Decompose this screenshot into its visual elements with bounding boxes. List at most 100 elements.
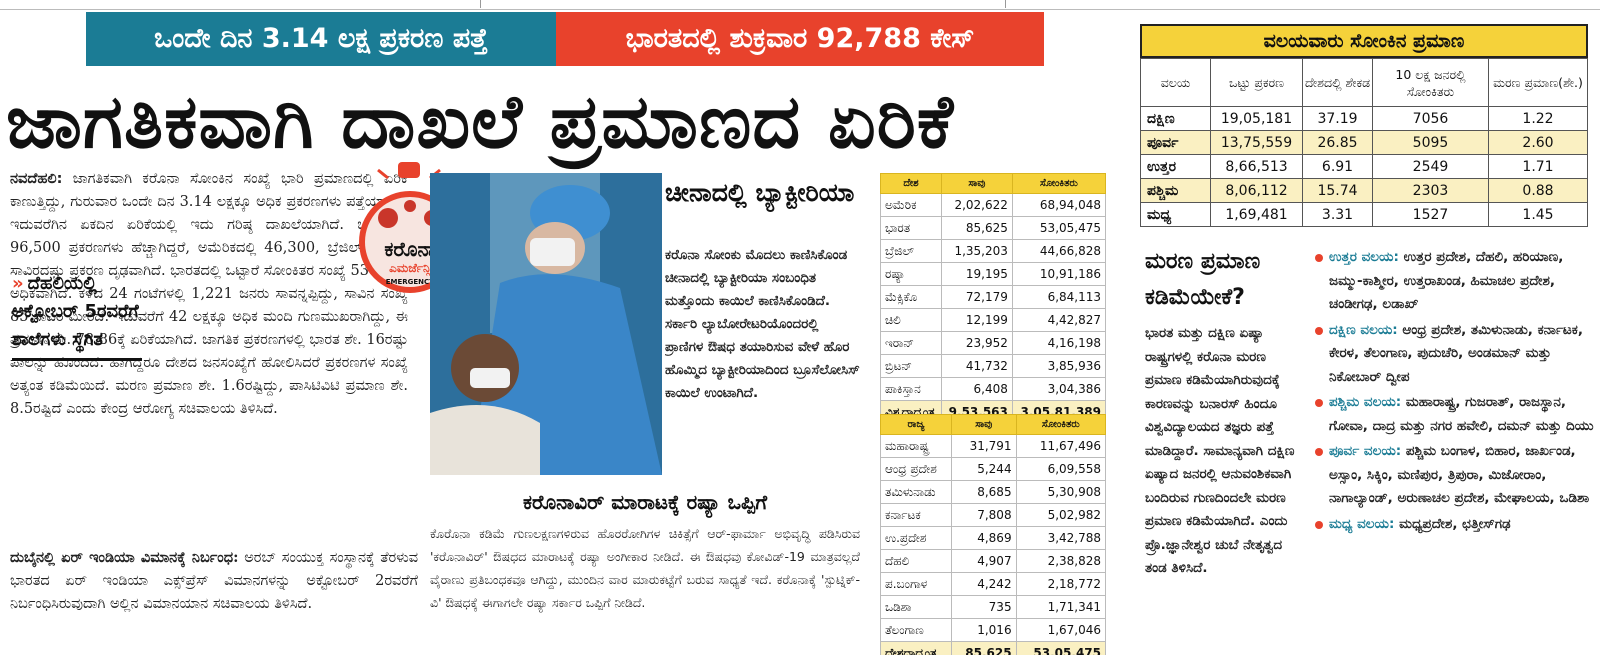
air-india-title: ದುಬೈನಲ್ಲಿ ಏರ್ ಇಂಡಿಯಾ ವಿಮಾನಕ್ಕೆ ನಿರ್ಬಂಧ: — [10, 549, 239, 566]
table-cell: ಬ್ರಿಟನ್ — [880, 354, 942, 378]
zone-text: ಆಂಧ್ರ ಪ್ರದೇಶ, ತಮಿಳುನಾಡು, ಕರ್ನಾಟಕ, ಕೇರಳ, … — [1329, 321, 1583, 385]
table-cell: 4,869 — [951, 526, 1017, 550]
news-photo-swab-test — [430, 173, 662, 475]
zone-item: ದಕ್ಷಿಣ ವಲಯ: ಆಂಧ್ರ ಪ್ರದೇಶ, ತಮಿಳುನಾಡು, ಕರ್… — [1315, 319, 1595, 390]
table-cell: 72,179 — [940, 285, 1013, 309]
table-cell: 53,05,475 — [1015, 641, 1107, 655]
table-cell: 37.19 — [1302, 106, 1373, 131]
table-cell: ಆಂಧ್ರ ಪ್ರದೇಶ — [879, 457, 953, 481]
table-cell: ಚಿಲಿ — [880, 308, 942, 332]
table-row: ಪೂರ್ವ 13,75,559 26.85 5095 2.60 — [1140, 130, 1588, 155]
table-row: ಪಶ್ಚಿಮ 8,06,112 15.74 2303 0.88 — [1140, 178, 1588, 203]
table-cell: 3,85,936 — [1011, 354, 1107, 378]
lead-story: ನವದೆಹಲಿ: ಜಾಗತಿಕವಾಗಿ ಕರೊನಾ ಸೋಂಕಿನ ಸಂಖ್ಯೆ … — [10, 168, 408, 638]
table-row: ಮಧ್ಯ 1,69,481 3.31 1527 1.45 — [1140, 202, 1588, 227]
table-cell: ದೇಶದಾದ್ಯಂತ — [879, 641, 953, 655]
table-row: ಉತ್ತರ 8,66,513 6.91 2549 1.71 — [1140, 154, 1588, 179]
table-cell: 1.45 — [1488, 202, 1588, 227]
table-header-cell: ಸೋಂಕಿತರು — [1015, 414, 1107, 435]
table-row: ತಮಿಳುನಾಡು 8,685 5,30,908 — [879, 480, 1107, 504]
table-row: ಮೆಕ್ಸಿಕೊ 72,179 6,84,113 — [880, 285, 1107, 309]
pullquote-text: ದೆಹಲಿಯಲ್ಲಿ ಅಕ್ಟೋಬರ್ 5ರವರೆಗೆ ಶಾಲೆಗಳು ಸ್ಥಗ… — [12, 273, 139, 350]
table-row: ಬ್ರೆಜಿಲ್ 1,35,203 44,66,828 — [880, 239, 1107, 263]
table-cell: 23,952 — [940, 331, 1013, 355]
table-cell: ಕರ್ನಾಟಕ — [879, 503, 953, 527]
table-cell: ಮಹಾರಾಷ್ಟ್ರ — [879, 434, 953, 458]
table-cell: 4,242 — [951, 572, 1017, 596]
table-cell: ಮೆಕ್ಸಿಕೊ — [880, 285, 942, 309]
table-cell: 1,016 — [951, 618, 1017, 642]
table-cell: 85,625 — [940, 216, 1013, 240]
table-row: ತೆಲಂಗಾಣ 1,016 1,67,046 — [879, 618, 1107, 642]
table-cell: 8,685 — [951, 480, 1017, 504]
table-cell: 2549 — [1372, 154, 1489, 179]
table-row: ಒಡಿಶಾ 735 1,71,341 — [879, 595, 1107, 619]
table-cell: 1,67,046 — [1015, 618, 1107, 642]
zone-item: ಉತ್ತರ ವಲಯ: ಉತ್ತರ ಪ್ರದೇಶ, ದೆಹಲಿ, ಹರಿಯಾಣ, … — [1315, 246, 1595, 317]
air-india-body: ಅರಬ್ ಸಂಯುಕ್ತ ಸಂಸ್ಥಾನಕ್ಕೆ ತೆರಳುವ ಭಾರತದ ಏರ… — [10, 550, 418, 612]
table-row: ಅಮೆರಿಕ 2,02,622 68,94,048 — [880, 193, 1107, 217]
table-cell: 53,05,475 — [1011, 216, 1107, 240]
state-table: ರಾಜ್ಯ ಸಾವು ಸೋಂಕಿತರು ಮಹಾರಾಷ್ಟ್ರ 31,791 11,6… — [879, 414, 1107, 655]
table-cell: ಮಧ್ಯ — [1140, 202, 1211, 227]
table-cell: 2,02,622 — [940, 193, 1013, 217]
table-cell: 2303 — [1372, 178, 1489, 203]
table-row: ಇರಾನ್ 23,952 4,16,198 — [880, 331, 1107, 355]
china-story-body: ಕರೊನಾ ಸೋಂಕು ಮೊದಲು ಕಾಣಿಸಿಕೊಂಡ ಚೀನಾದಲ್ಲಿ ಬ… — [665, 247, 860, 401]
table-row: ಉ.ಪ್ರದೇಶ 4,869 3,42,788 — [879, 526, 1107, 550]
zone-text: ಮಹಾರಾಷ್ಟ್ರ, ಗುಜರಾತ್, ರಾಜಸ್ಥಾನ, ಗೋವಾ, ದಾದ… — [1329, 394, 1594, 434]
zone-item: ಪೂರ್ವ ವಲಯ: ಪಶ್ಚಿಮ ಬಂಗಾಳ, ಬಿಹಾರ, ಜಾರ್ಖಂಡ,… — [1315, 440, 1595, 511]
table-cell: ಪೂರ್ವ — [1140, 130, 1211, 155]
table-cell: 735 — [951, 595, 1017, 619]
state-table-body: ಮಹಾರಾಷ್ಟ್ರ 31,791 11,67,496 ಆಂಧ್ರ ಪ್ರದೇಶ 5,2… — [879, 434, 1107, 655]
table-cell: 11,67,496 — [1015, 434, 1107, 458]
table-cell: 68,94,048 — [1011, 193, 1107, 217]
table-cell: ದೆಹಲಿ — [879, 549, 953, 573]
table-header-cell: ಸೋಂಕಿತರು — [1011, 173, 1107, 194]
table-cell: 2,38,828 — [1015, 549, 1107, 573]
table-cell: 12,199 — [940, 308, 1013, 332]
table-cell: 1.22 — [1488, 106, 1588, 131]
table-row: ಪಾಕಿಸ್ತಾನ 6,408 3,04,386 — [880, 377, 1107, 401]
table-cell: 1,35,203 — [940, 239, 1013, 263]
zone-label: ಉತ್ತರ ವಲಯ: — [1329, 249, 1399, 265]
table-cell: 85,625 — [951, 641, 1017, 655]
table-cell: ಉ.ಪ್ರದೇಶ — [879, 526, 953, 550]
table-cell: 6.91 — [1302, 154, 1373, 179]
table-cell: 2,18,772 — [1015, 572, 1107, 596]
table-cell: 6,84,113 — [1011, 285, 1107, 309]
table-cell: 8,66,513 — [1210, 154, 1303, 179]
table-cell: 3.31 — [1302, 202, 1373, 227]
table-cell: 4,16,198 — [1011, 331, 1107, 355]
banner-right-text: ಭಾರತದಲ್ಲಿ ಶುಕ್ರವಾರ 92,788 ಕೇಸ್ — [625, 23, 975, 54]
pullquote: » ದೆಹಲಿಯಲ್ಲಿ ಅಕ್ಟೋಬರ್ 5ರವರೆಗೆ ಶಾಲೆಗಳು ಸ್ಥ… — [12, 270, 162, 361]
table-header-cell: ಮರಣ ಪ್ರಮಾಣ(ಶೇ.) — [1488, 58, 1588, 107]
table-cell: 5095 — [1372, 130, 1489, 155]
zone-item: ಮಧ್ಯ ವಲಯ: ಮಧ್ಯಪ್ರದೇಶ, ಛತ್ತೀಸ್‌ಗಢ — [1315, 513, 1595, 537]
emblem-main-text: ಕರೊನಾ — [384, 237, 435, 261]
banner-right: ಭಾರತದಲ್ಲಿ ಶುಕ್ರವಾರ 92,788 ಕೇಸ್ — [556, 12, 1044, 66]
table-cell: 5,30,908 — [1015, 480, 1107, 504]
table-header-row: ವಲಯ ಒಟ್ಟು ಪ್ರಕರಣ ದೇಶದಲ್ಲಿ ಶೇಕಡ 10 ಲಕ್ಷ ಜ… — [1140, 58, 1588, 107]
table-cell: 10,91,186 — [1011, 262, 1107, 286]
table-row: ಕರ್ನಾಟಕ 7,808 5,02,982 — [879, 503, 1107, 527]
page-top-rule — [0, 0, 1600, 10]
table-cell: ತಮಿಳುನಾಡು — [879, 480, 953, 504]
table-cell: 8,06,112 — [1210, 178, 1303, 203]
table-cell: 5,02,982 — [1015, 503, 1107, 527]
russia-story-title: ಕರೊನಾವಿರ್ ಮಾರಾಟಕ್ಕೆ ರಷ್ಯಾ ಒಪ್ಪಿಗೆ — [522, 490, 768, 514]
table-cell: ಉತ್ತರ — [1140, 154, 1211, 179]
zone-item: ಪಶ್ಚಿಮ ವಲಯ: ಮಹಾರಾಷ್ಟ್ರ, ಗುಜರಾತ್, ರಾಜಸ್ಥಾ… — [1315, 391, 1595, 438]
zone-text: ಉತ್ತರ ಪ್ರದೇಶ, ದೆಹಲಿ, ಹರಿಯಾಣ, ಜಮ್ಮು-ಕಾಶ್ಮ… — [1329, 249, 1564, 312]
photo-illustration — [430, 173, 662, 475]
table-cell: ರಷ್ಯಾ — [880, 262, 942, 286]
table-cell: ಬ್ರೆಜಿಲ್ — [880, 239, 942, 263]
russia-story-body: ಕೊರೊನಾ ಕಡಿಮೆ ಗುಣಲಕ್ಷಣಗಳಿರುವ ಹೊರರೋಗಿಗಳ ಚಿ… — [430, 526, 860, 610]
top-tick — [480, 0, 481, 8]
table-cell: 19,195 — [940, 262, 1013, 286]
table-cell: 41,732 — [940, 354, 1013, 378]
table-cell: 4,907 — [951, 549, 1017, 573]
table-cell: 31,791 — [951, 434, 1017, 458]
table-cell: 2.60 — [1488, 130, 1588, 155]
pullquote-rule — [12, 358, 142, 361]
